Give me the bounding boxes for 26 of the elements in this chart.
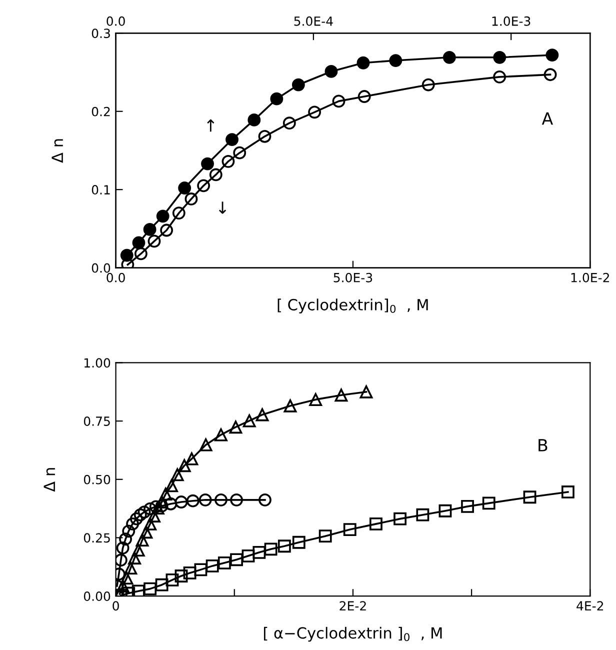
x2-tick-label: 0.0 bbox=[106, 16, 125, 26]
y-axis-title: Δ n bbox=[44, 468, 55, 492]
annotation: B bbox=[538, 439, 548, 452]
y-tick-label: 0.75 bbox=[84, 416, 110, 426]
y-tick-label: 0.3 bbox=[92, 28, 110, 38]
y-tick-label: 0.2 bbox=[92, 106, 110, 116]
x-tick-label: 2E-2 bbox=[340, 601, 366, 610]
x-tick-label: 5.0E-3 bbox=[334, 272, 372, 282]
annotation: ↓ bbox=[218, 202, 226, 214]
x-axis-title: [ α−Cyclodextrin ]$_{0}$ , M bbox=[264, 626, 442, 642]
y-tick-label: 0.50 bbox=[84, 474, 110, 484]
annotation: ↑ bbox=[207, 119, 214, 132]
x2-tick-label: 5.0E-4 bbox=[294, 16, 333, 26]
y-tick-label: 0.00 bbox=[84, 592, 110, 601]
y-tick-label: 0.1 bbox=[92, 185, 110, 195]
x-tick-label: 1.0E-2 bbox=[571, 272, 609, 282]
annotation: A bbox=[542, 112, 553, 125]
x2-tick-label: 1.0E-3 bbox=[492, 16, 530, 26]
x-tick-label: 0 bbox=[112, 601, 119, 611]
y-tick-label: 0.25 bbox=[84, 533, 110, 543]
y-axis-title: Δ n bbox=[52, 139, 63, 163]
x-tick-label: 0.0 bbox=[106, 272, 125, 282]
x-tick-label: 4E-2 bbox=[576, 601, 604, 610]
x-axis-title: [ Cyclodextrin]$_{0}$ , M bbox=[278, 298, 428, 314]
y-tick-label: 0.0 bbox=[92, 263, 110, 273]
y-tick-label: 1.00 bbox=[84, 358, 110, 368]
